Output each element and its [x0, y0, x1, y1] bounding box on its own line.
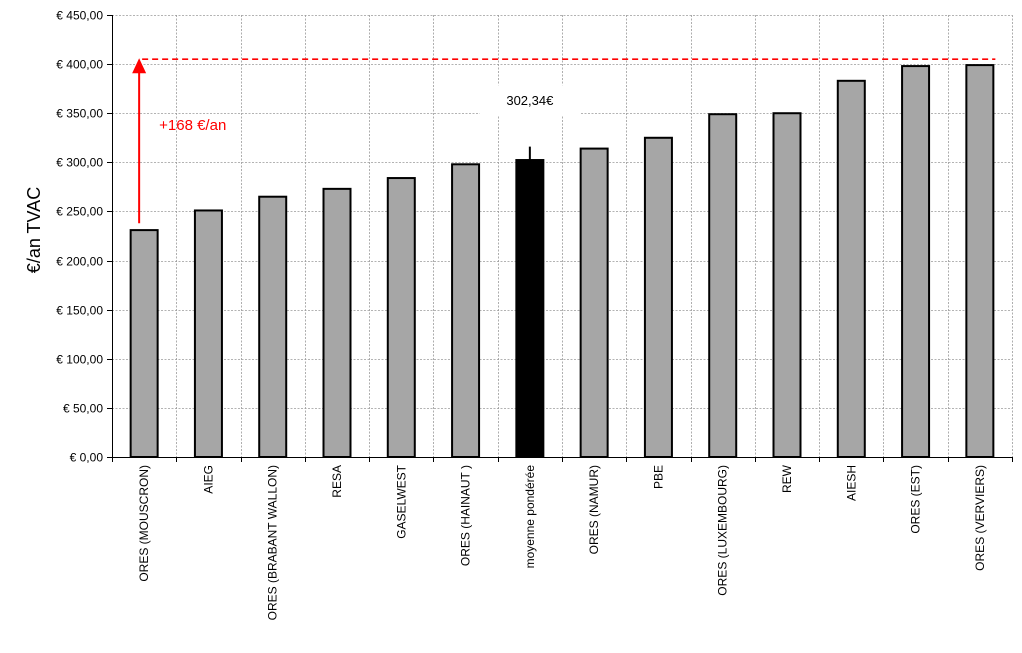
x-category-label: PBE [651, 465, 665, 489]
y-tick-label: € 100,00 [56, 353, 103, 367]
x-category-label: ORES (VERVIERS) [973, 465, 987, 571]
y-tick-label: € 200,00 [56, 255, 103, 269]
bar [772, 112, 802, 458]
bar [386, 177, 416, 458]
bar [258, 195, 288, 458]
average-label-box [479, 85, 580, 116]
y-tick-label: € 250,00 [56, 205, 103, 219]
bar [129, 229, 159, 458]
grid-lines [112, 15, 1013, 458]
y-tick-label: € 50,00 [63, 402, 103, 416]
bar [643, 136, 673, 458]
y-tick-label: € 350,00 [56, 107, 103, 121]
bar-average [515, 159, 545, 458]
x-category-label: ORES (EST) [909, 465, 923, 534]
increase-annotation: +168 €/an [159, 117, 226, 134]
bar [836, 79, 866, 458]
y-axis-title: €/an TVAC [24, 187, 44, 273]
bar [579, 147, 609, 459]
y-tick-label: € 400,00 [56, 58, 103, 72]
x-category-label: AIEG [201, 465, 215, 494]
bar [965, 64, 995, 459]
bar [901, 65, 931, 458]
x-category-label: ORES (BRABANT WALLON) [266, 465, 280, 620]
y-axis: € 0,00 € 50,00 € 100,00 € 150,00 € 200,00 € 2… [56, 9, 1013, 465]
x-category-label: AIESH [844, 465, 858, 501]
x-category-label: RESA [330, 465, 344, 498]
bar [193, 209, 223, 458]
x-category-label: GASELWEST [394, 464, 408, 538]
average-label: 302,34€ [506, 93, 554, 108]
x-category-label: ORES (LUXEMBOURG) [716, 465, 730, 596]
y-tick-label: € 300,00 [56, 156, 103, 170]
bar [322, 187, 352, 458]
x-category-label: REW [780, 464, 794, 493]
x-category-label: ORES (MOUSCRON) [137, 465, 151, 582]
bar [708, 113, 738, 459]
bars [129, 64, 995, 459]
y-tick-label: € 450,00 [56, 9, 103, 23]
x-category-label: ORES (HAINAUT ) [459, 465, 473, 566]
annotations: 302,34€ +168 €/an [132, 58, 996, 224]
bar [451, 163, 481, 458]
increase-arrow-head [132, 58, 147, 74]
y-tick-label: € 0,00 [70, 451, 104, 465]
x-category-label: moyenne pondérée [523, 465, 537, 569]
y-tick-label: € 150,00 [56, 304, 103, 318]
x-axis-labels: ORES (MOUSCRON) AIEG ORES (BRABANT WALLON)… [137, 464, 987, 620]
x-category-label: ORES (NAMUR) [587, 465, 601, 554]
